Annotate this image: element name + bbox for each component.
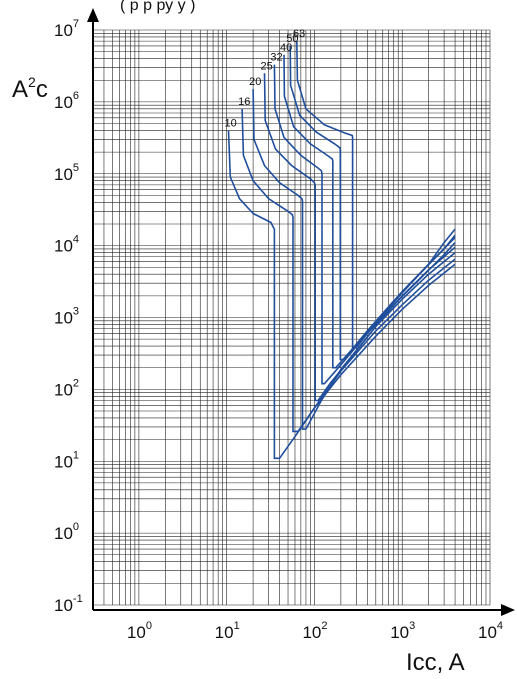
series-line-10 bbox=[227, 130, 456, 460]
series-label-40: 40 bbox=[280, 42, 292, 54]
x-tick-label: 100 bbox=[127, 620, 152, 642]
series-label-16: 16 bbox=[238, 96, 250, 108]
y-tick-label: 100 bbox=[54, 521, 79, 543]
y-tick-label: 105 bbox=[54, 162, 79, 184]
series-label-63: 63 bbox=[293, 28, 305, 40]
y-tick-label: 101 bbox=[54, 449, 79, 471]
y-axis-arrow-icon bbox=[87, 8, 99, 22]
x-tick-label: 102 bbox=[302, 620, 327, 642]
series-line-16 bbox=[241, 108, 456, 433]
x-tick-label: 101 bbox=[215, 620, 240, 642]
chart-axes bbox=[87, 8, 515, 616]
y-tick-label: 10-1 bbox=[54, 593, 83, 615]
y-axis-title: A2c bbox=[12, 74, 48, 103]
y-axis-title-base: A bbox=[12, 76, 28, 103]
y-tick-label: 106 bbox=[54, 90, 79, 112]
x-axis-title: Icc, A bbox=[406, 649, 465, 676]
y-axis-title-exp: 2 bbox=[28, 74, 36, 90]
chart-grid bbox=[92, 29, 491, 606]
series-label-25: 25 bbox=[261, 60, 273, 72]
x-axis-arrow-icon bbox=[501, 604, 515, 616]
chart-series bbox=[227, 41, 456, 460]
y-tick-label: 103 bbox=[54, 306, 79, 328]
series-label-20: 20 bbox=[249, 76, 261, 88]
series-label-32: 32 bbox=[270, 52, 282, 64]
y-tick-label: 107 bbox=[54, 18, 79, 40]
x-tick-label: 103 bbox=[390, 620, 415, 642]
y-tick-label: 104 bbox=[54, 234, 79, 256]
chart-header-fragment: ( р р ру у ) bbox=[120, 0, 195, 14]
series-line-63 bbox=[296, 41, 456, 349]
y-axis-title-suffix: c bbox=[36, 76, 48, 103]
series-line-32 bbox=[273, 64, 456, 385]
y-tick-label: 102 bbox=[54, 377, 79, 399]
series-label-50: 50 bbox=[286, 33, 298, 45]
series-line-20 bbox=[252, 89, 456, 430]
x-tick-label: 104 bbox=[478, 620, 503, 642]
series-label-10: 10 bbox=[225, 117, 237, 129]
